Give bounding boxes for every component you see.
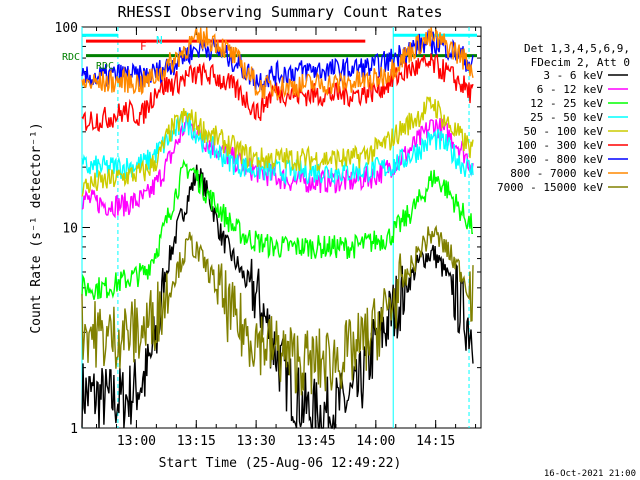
x-tick-label: 13:15 [177,434,216,449]
legend-header: Det 1,3,4,5,6,9, [524,42,630,55]
series-line [81,27,474,101]
footer-date: 16-Oct-2021 21:00 [544,469,636,479]
rdc-left-label: RDC [62,52,80,63]
chart-title: RHESSI Observing Summary Count Rates [117,3,442,21]
night-label: N [156,34,163,47]
series-line [81,224,474,396]
y-tick-label: 1 [70,422,78,437]
x-tick-label: 14:00 [356,434,395,449]
legend-label: 100 - 300 keV [517,139,603,152]
legend-label: 25 - 50 keV [530,111,603,124]
data-series [81,27,474,431]
legend-label: 12 - 25 keV [530,97,603,110]
y-tick-label: 100 [55,21,78,36]
x-tick-label: 13:45 [296,434,335,449]
attenuator-label: F [140,40,147,53]
legend: Det 1,3,4,5,6,9,FDecim 2, Att 03 - 6 keV… [497,42,630,194]
series-line [81,112,474,186]
legend-label: 7000 - 15000 keV [497,181,603,194]
rdc-label: RDC [96,61,114,72]
legend-label: 50 - 100 keV [524,125,604,138]
legend-label: 800 - 7000 keV [510,167,603,180]
series-line [81,158,473,300]
x-tick-label: 14:15 [416,434,455,449]
legend-label: 6 - 12 keV [537,83,604,96]
legend-header: FDecim 2, Att 0 [531,56,630,69]
series-line [81,96,474,197]
x-tick-label: 13:30 [237,434,276,449]
x-tick-label: 13:00 [117,434,156,449]
y-tick-label: 10 [62,222,78,237]
x-axis-label: Start Time (25-Aug-06 12:49:22) [159,456,402,471]
legend-label: 300 - 800 keV [517,153,603,166]
legend-label: 3 - 6 keV [543,69,603,82]
y-axis-label: Count Rate (s⁻¹ detector⁻¹) [29,122,44,333]
